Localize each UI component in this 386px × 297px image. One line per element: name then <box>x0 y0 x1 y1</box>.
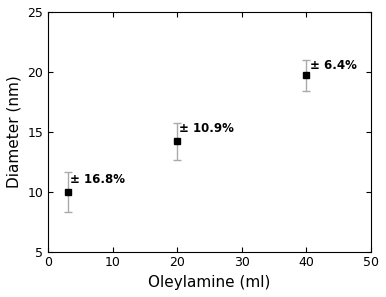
Y-axis label: Diameter (nm): Diameter (nm) <box>7 75 22 188</box>
X-axis label: Oleylamine (ml): Oleylamine (ml) <box>149 275 271 290</box>
Text: ± 16.8%: ± 16.8% <box>69 173 125 186</box>
Text: ± 10.9%: ± 10.9% <box>179 122 234 135</box>
Text: ± 6.4%: ± 6.4% <box>310 59 357 72</box>
